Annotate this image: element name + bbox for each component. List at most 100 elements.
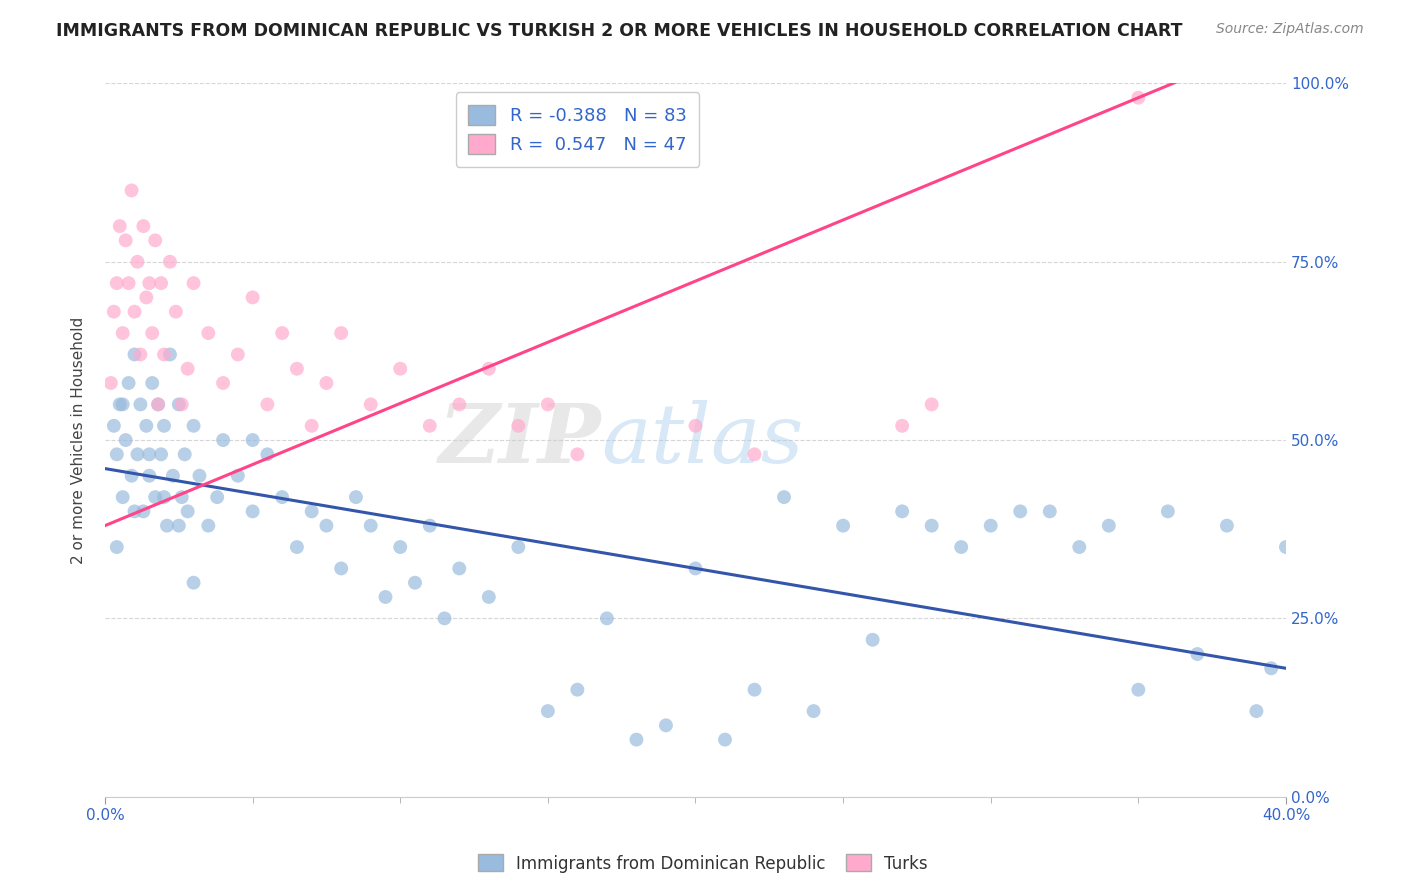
Point (832, 518, 855, 533)
Point (129, 347, 152, 361)
Point (127, 254, 149, 268)
Point (714, 732, 737, 747)
Point (950, 540, 973, 554)
Point (1216, 518, 1239, 533)
Point (143, 490, 166, 504)
Point (143, 233, 166, 247)
Point (921, 397, 943, 411)
Point (138, 468, 160, 483)
Point (285, 361, 308, 376)
Point (271, 326, 294, 340)
Point (159, 254, 181, 268)
Point (537, 397, 560, 411)
Point (183, 575, 205, 590)
Point (150, 447, 173, 461)
Point (127, 447, 149, 461)
Point (419, 418, 441, 433)
Point (105, 447, 128, 461)
Point (1098, 518, 1121, 533)
Point (167, 397, 190, 411)
Point (226, 468, 249, 483)
Point (146, 397, 169, 411)
Point (374, 590, 396, 604)
Point (744, 447, 766, 461)
Point (153, 418, 176, 433)
Point (419, 518, 441, 533)
Point (242, 433, 264, 447)
Point (478, 361, 501, 376)
Point (167, 518, 190, 533)
Point (114, 233, 136, 247)
Point (773, 490, 796, 504)
Point (111, 326, 134, 340)
Point (103, 304, 125, 318)
Point (150, 276, 173, 290)
Text: Source: ZipAtlas.com: Source: ZipAtlas.com (1216, 22, 1364, 37)
Point (183, 276, 205, 290)
Point (170, 490, 193, 504)
Point (146, 397, 169, 411)
Point (330, 561, 353, 575)
Point (1260, 661, 1282, 675)
Point (655, 718, 678, 732)
Point (1187, 647, 1209, 661)
Point (1246, 704, 1268, 718)
Point (197, 518, 219, 533)
Point (135, 290, 157, 304)
Point (197, 326, 219, 340)
Point (803, 704, 825, 718)
Text: IMMIGRANTS FROM DOMINICAN REPUBLIC VS TURKISH 2 OR MORE VEHICLES IN HOUSEHOLD CO: IMMIGRANTS FROM DOMINICAN REPUBLIC VS TU… (56, 22, 1182, 40)
Point (685, 418, 707, 433)
Point (103, 418, 125, 433)
Point (256, 447, 278, 461)
Point (141, 376, 163, 390)
Point (117, 376, 139, 390)
Point (105, 276, 128, 290)
Point (1128, 91, 1150, 105)
Point (256, 397, 278, 411)
Point (921, 518, 943, 533)
Legend: R = -0.388   N = 83, R =  0.547   N = 47: R = -0.388 N = 83, R = 0.547 N = 47 (456, 93, 699, 167)
Point (271, 490, 294, 504)
Point (114, 433, 136, 447)
Point (108, 397, 131, 411)
Point (537, 704, 560, 718)
Point (138, 276, 160, 290)
Point (1010, 504, 1032, 518)
Point (205, 490, 228, 504)
Point (360, 518, 382, 533)
Point (132, 504, 155, 518)
Point (315, 376, 337, 390)
Point (478, 590, 501, 604)
Point (404, 575, 426, 590)
Point (891, 418, 914, 433)
Point (162, 468, 184, 483)
Point (111, 397, 134, 411)
Point (360, 397, 382, 411)
Text: atlas: atlas (600, 400, 803, 480)
Point (138, 447, 160, 461)
Point (242, 504, 264, 518)
Point (508, 540, 530, 554)
Point (124, 304, 146, 318)
Text: ZIP: ZIP (439, 400, 600, 480)
Point (449, 397, 471, 411)
Point (389, 540, 412, 554)
Point (176, 361, 198, 376)
Point (100, 376, 122, 390)
Point (212, 376, 235, 390)
Point (344, 490, 367, 504)
Point (129, 397, 152, 411)
Point (165, 304, 187, 318)
Point (105, 540, 128, 554)
Point (1157, 504, 1180, 518)
Point (242, 290, 264, 304)
Point (117, 276, 139, 290)
Point (156, 518, 179, 533)
Point (135, 418, 157, 433)
Point (141, 326, 163, 340)
Point (567, 682, 589, 697)
Point (433, 611, 456, 625)
Point (159, 347, 181, 361)
Point (301, 418, 323, 433)
